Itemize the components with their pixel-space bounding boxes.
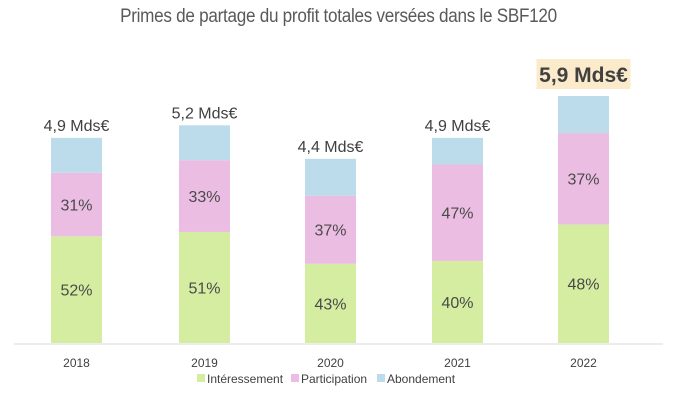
chart-title: Primes de partage du profit totales vers… <box>120 6 557 27</box>
x-tick-label: 2019 <box>191 356 218 370</box>
segment-label-participation: 33% <box>188 189 220 206</box>
total-label: 5,9 Mds€ <box>539 64 628 87</box>
segment-label-interessement: 51% <box>188 280 220 297</box>
segment-label-participation: 37% <box>314 223 346 240</box>
bar-segment-abondement <box>558 96 609 134</box>
bar-segment-abondement <box>179 125 230 161</box>
segment-label-participation: 37% <box>567 172 599 189</box>
bar-segment-participation <box>51 172 102 237</box>
bar-2022: 48% 37% 5,9 Mds€ <box>536 59 631 343</box>
total-label: 4,9 Mds€ <box>44 118 110 135</box>
bar-2019: 51% 33% 5,2 Mds€ <box>172 105 238 343</box>
bar-segment-abondement <box>51 137 102 173</box>
segment-label-participation: 47% <box>441 206 473 223</box>
legend-label: Participation <box>301 372 367 386</box>
bar-segment-interessement <box>179 231 230 343</box>
legend-label: Intéressement <box>207 372 284 386</box>
legend-item: Intéressement <box>197 372 284 386</box>
bar-2018: 52% 31% 4,9 Mds€ <box>44 118 110 343</box>
x-tick-label: 2021 <box>444 356 471 370</box>
segment-label-participation: 31% <box>60 198 92 215</box>
x-tick-labels: 2018 2019 2020 2021 2022 <box>63 356 597 370</box>
segment-label-interessement: 48% <box>567 277 599 294</box>
legend-swatch <box>291 374 299 382</box>
total-label: 4,4 Mds€ <box>298 139 364 156</box>
segment-label-interessement: 52% <box>60 283 92 300</box>
legend-item: Abondement <box>377 372 456 386</box>
bar-2021: 40% 47% 4,9 Mds€ <box>425 118 491 343</box>
legend-swatch <box>377 374 385 382</box>
bar-segment-abondement <box>432 137 483 165</box>
legend: Intéressement Participation Abondement <box>197 372 456 386</box>
bar-segment-interessement <box>305 263 356 343</box>
total-highlight-box <box>536 59 631 89</box>
total-label: 5,2 Mds€ <box>172 105 238 122</box>
bars-group: 52% 31% 4,9 Mds€ 51% 33% 5,2 Mds€ 43% 37% 4,4 Md… <box>44 59 631 343</box>
x-tick-label: 2018 <box>63 356 90 370</box>
x-tick-label: 2022 <box>570 356 597 370</box>
segment-label-interessement: 40% <box>441 295 473 312</box>
bar-segment-interessement <box>558 224 609 343</box>
legend-swatch <box>197 374 205 382</box>
x-tick-label: 2020 <box>317 356 344 370</box>
bar-segment-interessement <box>432 260 483 343</box>
bar-2020: 43% 37% 4,4 Mds€ <box>298 139 364 343</box>
segment-label-interessement: 43% <box>314 296 346 313</box>
bar-segment-interessement <box>51 236 102 343</box>
bar-segment-abondement <box>305 158 356 196</box>
bar-segment-participation <box>305 195 356 264</box>
total-label: 4,9 Mds€ <box>425 118 491 135</box>
bar-segment-participation <box>179 160 230 232</box>
bar-segment-participation <box>432 164 483 261</box>
legend-item: Participation <box>291 372 367 386</box>
bar-segment-participation <box>558 133 609 225</box>
legend-label: Abondement <box>387 372 456 386</box>
